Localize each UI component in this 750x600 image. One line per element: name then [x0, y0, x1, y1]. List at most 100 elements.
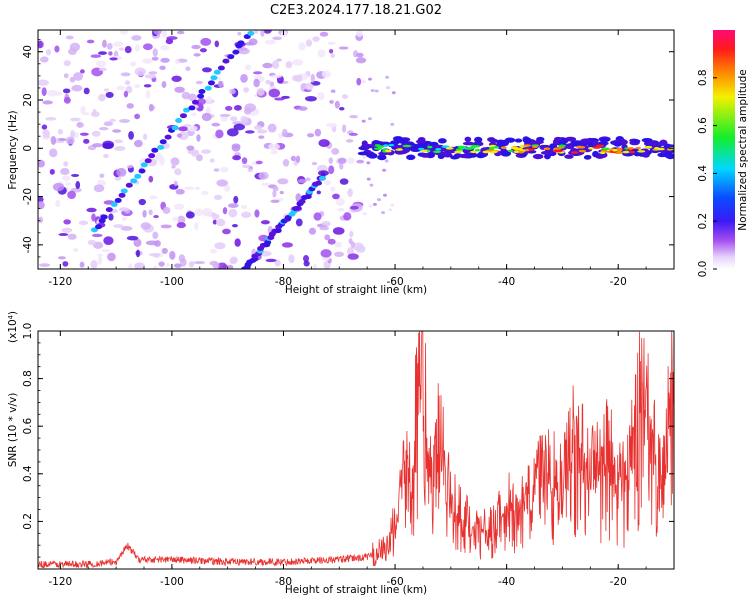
heatmap-streak-cell — [144, 158, 152, 164]
colorbar-tick-label: 0.8 — [697, 69, 709, 86]
heatmap-band-cell — [464, 136, 472, 142]
heatmap-band-cell — [413, 144, 422, 149]
heatmap-band-core — [402, 144, 412, 148]
heatmap-cell — [40, 56, 49, 63]
heatmap-cell — [361, 119, 366, 123]
heatmap-cell — [347, 188, 353, 198]
heatmap-cell — [245, 130, 255, 134]
heatmap-band-core — [420, 149, 428, 153]
y-tick-label: -20 — [22, 188, 34, 205]
heatmap-streak-cell — [222, 58, 230, 64]
heatmap-cell — [103, 153, 109, 159]
snr-ylabel: SNR (10 * v/v) — [7, 393, 19, 468]
heatmap-cell — [263, 30, 272, 34]
heatmap-cell — [374, 89, 379, 93]
heatmap-band-cell — [487, 137, 496, 142]
heatmap-cell — [264, 39, 277, 45]
heatmap-cell — [79, 261, 85, 268]
heatmap-cell — [86, 39, 95, 44]
heatmap-cell — [38, 159, 46, 168]
heatmap-cell — [158, 261, 165, 267]
heatmap-cell — [317, 170, 329, 177]
y-tick-label: -40 — [22, 236, 34, 253]
heatmap-cell — [270, 74, 282, 79]
heatmap-band-core — [601, 147, 610, 151]
figure-title: C2E3.2024.177.18.21.G02 — [270, 3, 442, 18]
x-tick-label: -80 — [275, 276, 292, 288]
heatmap-cell — [77, 121, 82, 128]
colorbar-tick-label: 0.0 — [697, 261, 709, 278]
heatmap-axis-ticks: -120 -100 -80 -60 -40 -20 -40 -20 0 20 40 — [22, 30, 675, 288]
heatmap-band-core — [518, 150, 525, 154]
heatmap-cell — [330, 89, 336, 93]
heatmap-cell — [103, 236, 114, 246]
heatmap-streak-cell — [110, 201, 118, 207]
heatmap-cell — [116, 85, 126, 91]
heatmap-cell — [135, 249, 141, 258]
heatmap-band-cell — [406, 154, 416, 161]
heatmap-cell — [233, 105, 242, 111]
heatmap-band-cell — [580, 138, 592, 144]
heatmap-band-cell — [474, 136, 483, 143]
y-tick-label: 0 — [22, 145, 34, 152]
heatmap-band-core — [622, 150, 630, 154]
heatmap-cell — [348, 132, 358, 136]
heatmap-band-core — [373, 147, 383, 150]
heatmap-cell — [120, 72, 131, 77]
heatmap-band-cell — [544, 153, 551, 160]
heatmap-cell — [175, 188, 185, 195]
heatmap-cell — [305, 177, 311, 182]
heatmap-streak-cell — [95, 224, 103, 230]
heatmap-cell — [345, 139, 354, 143]
heatmap-cell — [63, 73, 69, 79]
heatmap-cell — [253, 71, 263, 75]
heatmap-cell — [277, 178, 289, 185]
heatmap-cell — [370, 88, 375, 92]
heatmap-cell — [185, 66, 191, 71]
heatmap-cell — [211, 122, 221, 127]
heatmap-band-cell — [438, 138, 447, 144]
heatmap-cell — [50, 135, 57, 145]
heatmap-band-core — [470, 150, 478, 154]
heatmap-cell — [369, 183, 374, 187]
heatmap-cell — [116, 167, 127, 177]
heatmap-band-cell — [371, 140, 382, 145]
heatmap-cell — [80, 105, 86, 115]
heatmap-streak-cell — [294, 205, 302, 211]
heatmap-cell — [356, 159, 365, 164]
heatmap-cell — [153, 30, 162, 36]
heatmap-cell — [173, 180, 178, 186]
heatmap-band-cell — [632, 139, 641, 144]
y-tick-label: 1.0 — [22, 323, 34, 340]
heatmap-cell — [109, 118, 116, 123]
heatmap-cell — [42, 129, 50, 139]
heatmap-band-cell — [514, 138, 523, 143]
heatmap-band-cell — [458, 153, 471, 159]
heatmap-cell — [260, 30, 265, 37]
heatmap-cell — [230, 116, 238, 122]
heatmap-cell — [382, 193, 387, 197]
heatmap-cell — [133, 139, 143, 148]
heatmap-cell — [220, 115, 229, 122]
heatmap-band-core — [489, 147, 495, 150]
heatmap-streak-cell — [179, 113, 187, 119]
heatmap-cell — [213, 168, 220, 172]
heatmap-cell — [265, 79, 271, 85]
heatmap-cell — [298, 106, 308, 111]
heatmap-cell — [244, 107, 252, 115]
heatmap-streak-cell — [134, 173, 142, 179]
colorbar-gradient — [713, 30, 735, 269]
heatmap-band-core — [628, 146, 635, 150]
heatmap-cell — [368, 77, 373, 81]
heatmap-cell — [306, 133, 315, 138]
heatmap-streak-cell — [318, 175, 326, 181]
heatmap-cell — [318, 139, 330, 147]
heatmap-cell — [69, 42, 81, 52]
heatmap-cell — [367, 117, 372, 121]
heatmap-cell — [305, 39, 313, 47]
heatmap-cell — [161, 30, 167, 38]
heatmap-cell — [213, 194, 223, 200]
heatmap-cell — [38, 79, 49, 86]
heatmap-cell — [217, 262, 228, 269]
heatmap-cell — [121, 216, 128, 221]
